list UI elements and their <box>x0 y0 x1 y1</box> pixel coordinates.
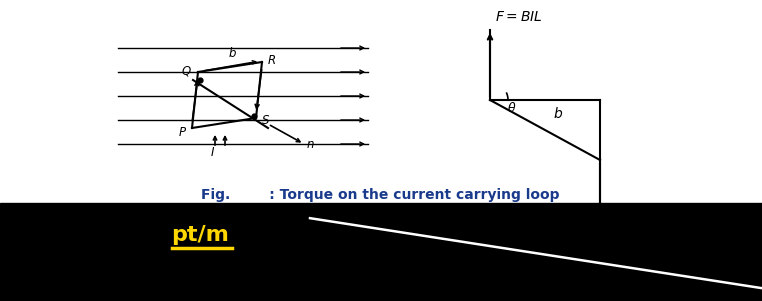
Text: Q: Q <box>181 64 190 77</box>
Text: b: b <box>229 47 235 60</box>
Bar <box>0 0 762 203</box>
Text: R: R <box>268 54 276 67</box>
Text: n: n <box>306 138 314 151</box>
Text: Fig.        : Torque on the current carrying loop: Fig. : Torque on the current carrying lo… <box>200 188 559 202</box>
Text: $F = BIL$: $F = BIL$ <box>603 236 651 250</box>
Text: $F = BIL$: $F = BIL$ <box>495 10 543 24</box>
Text: S: S <box>262 113 270 126</box>
Text: $\theta$: $\theta$ <box>507 101 517 115</box>
Text: pt/m: pt/m <box>171 225 229 245</box>
Text: I: I <box>210 146 214 159</box>
Text: P: P <box>178 126 186 138</box>
Bar <box>0 203 762 301</box>
Text: b: b <box>554 107 562 121</box>
